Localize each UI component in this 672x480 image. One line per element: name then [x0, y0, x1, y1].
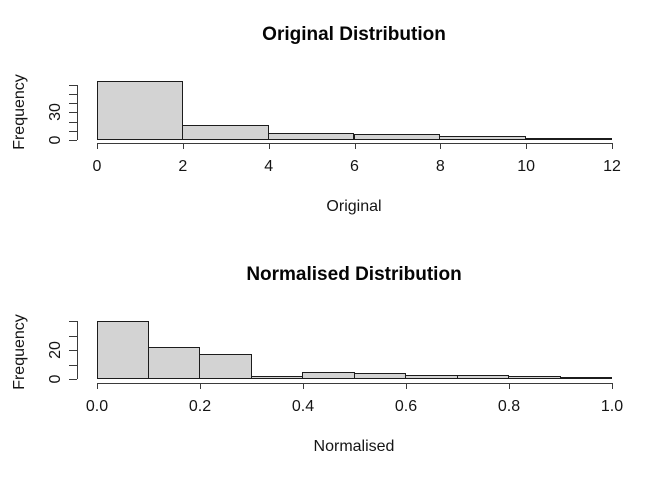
y-axis-tick	[69, 84, 77, 86]
histogram-bar	[199, 354, 252, 379]
histogram-bar	[250, 376, 303, 379]
x-axis-tick	[97, 143, 98, 149]
x-tick-label: 0.8	[497, 398, 521, 415]
x-axis-tick	[612, 383, 613, 389]
y-axis-label: Frequency	[11, 314, 28, 390]
x-tick-label: 0.2	[188, 398, 212, 415]
x-axis-tick	[200, 383, 201, 389]
histogram-bar	[97, 321, 149, 379]
x-axis-tick	[354, 143, 356, 149]
x-axis-line	[97, 383, 612, 384]
histogram-bar	[147, 347, 200, 379]
x-tick-label: 10	[517, 158, 536, 175]
y-axis-tick	[69, 140, 77, 141]
x-axis-tick	[182, 143, 184, 149]
x-axis-tick	[440, 143, 442, 149]
histogram-bar	[405, 374, 458, 379]
histogram-bar	[353, 134, 441, 140]
histogram-bar	[456, 374, 509, 379]
histogram-bar	[302, 371, 355, 379]
x-axis-label: Normalised	[313, 438, 395, 455]
x-axis-tick	[303, 383, 304, 389]
x-tick-label: 1.0	[600, 398, 624, 415]
y-tick-label: 20	[47, 341, 64, 359]
histogram-bar	[353, 373, 406, 379]
y-axis-tick	[69, 350, 77, 351]
histogram-bar	[97, 81, 183, 140]
y-axis-tick	[69, 379, 77, 380]
x-axis-tick	[268, 143, 270, 149]
y-axis-tick	[69, 321, 77, 322]
y-tick-label: 0	[47, 374, 64, 384]
x-axis-tick	[526, 143, 528, 149]
x-tick-label: 8	[435, 158, 445, 175]
x-tick-label: 12	[603, 158, 621, 175]
y-axis-label: Frequency	[11, 74, 28, 150]
histogram-bar	[267, 132, 355, 140]
x-tick-label: 6	[350, 158, 359, 175]
y-axis-tick	[69, 112, 77, 114]
x-tick-label: 0.6	[394, 398, 418, 415]
y-axis-tick	[69, 103, 77, 105]
y-axis-tick	[69, 121, 77, 123]
x-tick-label: 0.0	[85, 398, 109, 415]
x-tick-label: 0	[92, 158, 102, 175]
y-axis-tick	[69, 94, 77, 96]
y-tick-label: 30	[47, 103, 64, 122]
histogram-bar	[439, 136, 527, 140]
chart-title: Original Distribution	[262, 24, 446, 45]
histogram-bar	[181, 125, 269, 140]
histogram-bar	[559, 377, 612, 379]
x-tick-label: 2	[178, 158, 188, 175]
x-axis-tick	[509, 383, 510, 389]
y-tick-label: 0	[47, 135, 64, 145]
histogram-normalised-distribution: Normalised Distribution Frequency Normal…	[0, 240, 672, 480]
x-axis-label: Original	[326, 198, 382, 215]
histogram-original-distribution: Original Distribution Frequency Original…	[11, 24, 621, 215]
x-axis-tick	[97, 383, 98, 389]
x-tick-label: 4	[264, 158, 274, 175]
y-axis-line	[77, 321, 78, 379]
histogram-bar	[525, 138, 612, 140]
y-axis-tick	[69, 335, 77, 337]
chart-title: Normalised Distribution	[246, 264, 462, 285]
x-tick-label: 0.4	[291, 398, 315, 415]
x-axis-tick	[612, 143, 613, 149]
y-axis-line	[77, 84, 78, 140]
histogram-bar	[508, 376, 561, 379]
y-axis-tick	[69, 364, 77, 366]
x-axis-tick	[406, 383, 407, 389]
y-axis-tick	[69, 130, 77, 132]
